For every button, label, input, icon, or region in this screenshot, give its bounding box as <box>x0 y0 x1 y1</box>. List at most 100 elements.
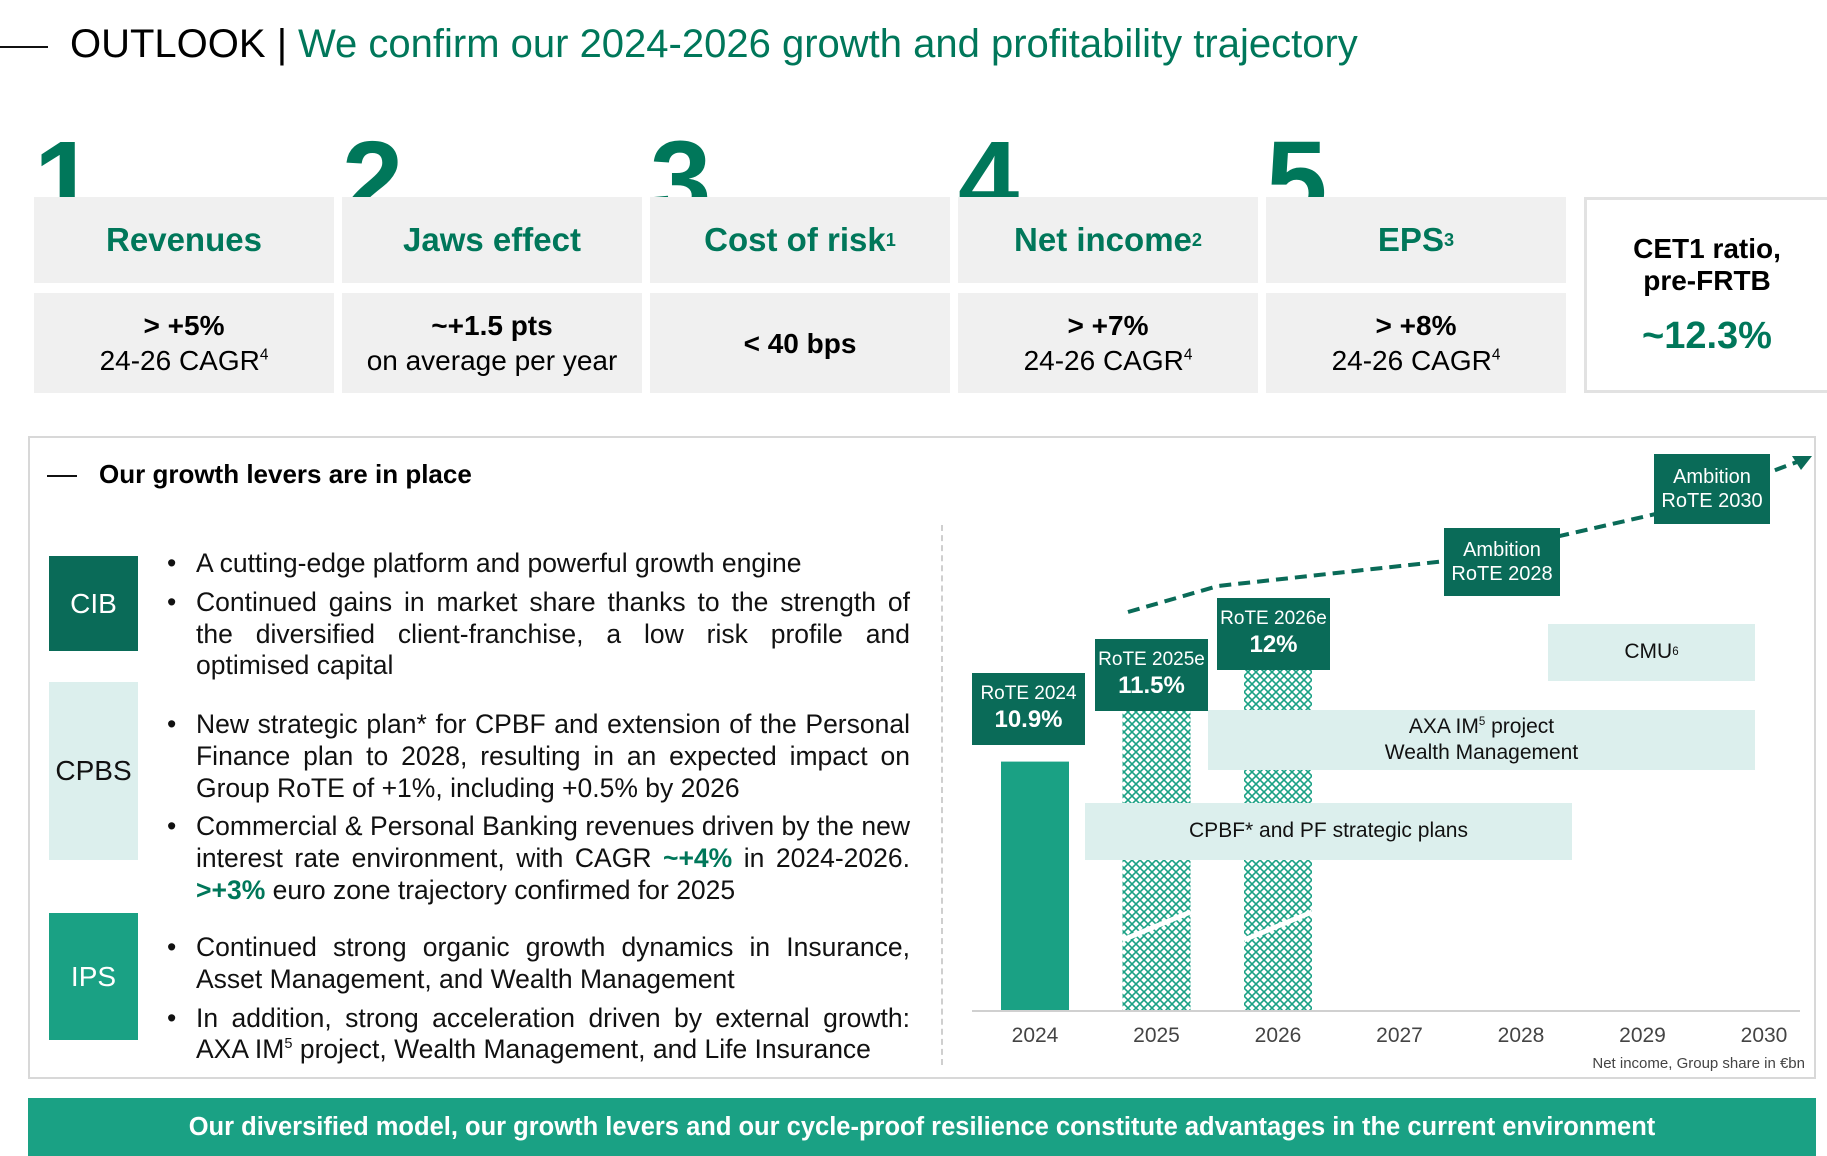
kpi-label: Revenues <box>34 197 334 283</box>
panel-title-rule <box>47 475 77 477</box>
footnote-mark: 3 <box>1443 229 1455 250</box>
ips-bullets: Continued strong organic growth dynamics… <box>165 932 910 1066</box>
kpi-value: > +5% 24-26 CAGR4 <box>34 293 334 393</box>
kpi-value-main: < 40 bps <box>743 327 857 359</box>
lever-label-line2: Wealth Management <box>1384 741 1579 764</box>
lever-label: AXA IM <box>1408 714 1479 738</box>
kpi-label-text: Jaws effect <box>403 221 581 258</box>
lever-label-wrap: AXA IM5 project Wealth Management <box>1385 714 1578 767</box>
kpi-value-main: > +7% <box>1067 310 1149 341</box>
cet1-label-2: pre-FRTB <box>1643 264 1771 296</box>
bullet-item: Continued strong organic growth dynamics… <box>165 932 910 996</box>
bullet-item: Commercial & Personal Banking revenues d… <box>165 811 910 906</box>
page-title: We confirm our 2024-2026 growth and prof… <box>298 22 1358 66</box>
kpi-value-main: > +5% <box>143 310 225 341</box>
segment-cib: CIB <box>49 556 138 651</box>
highlight-euro-zone: >+3% <box>196 874 266 905</box>
footnote-mark: 5 <box>284 1036 293 1053</box>
bullet-item: In addition, strong acceleration driven … <box>165 1003 910 1067</box>
bar-break-mark <box>1243 909 1313 943</box>
rote-label-line1: RoTE 2025e <box>1098 649 1205 671</box>
rote-label-line1: Ambition <box>1463 539 1541 561</box>
bullet-text: Commercial & Personal Banking revenues d… <box>196 811 910 874</box>
cpbs-bullets: New strategic plan* for CPBF and extensi… <box>165 709 910 907</box>
footnote-mark: 4 <box>1491 346 1501 364</box>
title-rule <box>0 46 48 48</box>
chart-note: Net income, Group share in €bn <box>1592 1055 1805 1072</box>
rote-label-2028: Ambition RoTE 2028 <box>1444 528 1560 596</box>
kpi-label: EPS 3 <box>1266 197 1566 283</box>
kpi-value-sub-text: on average per year <box>366 345 618 376</box>
kpi-value-sub: 24-26 CAGR4 <box>1024 343 1193 378</box>
growth-levers-panel <box>28 436 1816 1079</box>
trajectory-arrowhead <box>1792 456 1812 470</box>
rote-label-line2: 10.9% <box>994 706 1063 733</box>
year-tick-2027: 2027 <box>1376 1024 1423 1047</box>
segment-ips: IPS <box>49 913 138 1040</box>
panel-divider <box>941 525 943 1065</box>
kpi-value: ~+1.5 pts on average per year <box>342 293 642 393</box>
growth-lever-band: AXA IM5 project Wealth Management <box>1208 710 1755 770</box>
growth-lever-band: CPBF* and PF strategic plans <box>1085 803 1572 860</box>
segment-cpbs: CPBS <box>49 682 138 860</box>
bullet-item: Continued gains in market share thanks t… <box>165 587 910 682</box>
section-label: OUTLOOK | <box>70 22 288 66</box>
cet1-label-1: CET1 ratio, <box>1633 232 1781 264</box>
bullet-text: in 2024-2026. <box>732 843 910 874</box>
highlight-cagr: ~+4% <box>662 843 733 874</box>
footer-banner: Our diversified model, our growth levers… <box>28 1098 1816 1156</box>
kpi-value: < 40 bps <box>650 293 950 393</box>
year-tick-2026: 2026 <box>1254 1024 1302 1047</box>
cet1-box: CET1 ratio, pre-FRTB ~12.3% <box>1584 197 1827 393</box>
kpi-value-main: ~+1.5 pts <box>431 310 553 341</box>
lever-label: CPBF* and PF strategic plans <box>1189 819 1468 843</box>
kpi-value-sub-text: 24-26 CAGR <box>1331 345 1492 376</box>
footnote-mark: 4 <box>1183 346 1193 364</box>
kpi-value-sub: on average per year <box>367 343 618 378</box>
bullet-text: In addition, strong acceleration driven … <box>196 1002 910 1065</box>
panel-title: Our growth levers are in place <box>99 459 472 489</box>
footnote-mark: 1 <box>885 229 896 250</box>
rote-chart: 2024 2025 2026 2027 2028 2029 2030 CMU 6 AXA IM5 … <box>960 440 1815 1080</box>
year-tick-2024: 2024 <box>1011 1024 1059 1047</box>
rote-label-line1: RoTE 2024 <box>980 683 1077 705</box>
year-tick-2030: 2030 <box>1740 1024 1788 1047</box>
kpi-value-sub: 24-26 CAGR4 <box>100 343 269 378</box>
kpi-value-sub: 24-26 CAGR4 <box>1332 343 1501 378</box>
bar-break-mark <box>1121 909 1192 943</box>
footnote-mark: 2 <box>1191 229 1202 250</box>
year-tick-2029: 2029 <box>1619 1024 1666 1047</box>
rote-label-line1: Ambition <box>1673 466 1751 488</box>
kpi-value-main: > +8% <box>1375 310 1457 341</box>
kpi-label: Net income 2 <box>958 197 1258 283</box>
footnote-mark: 5 <box>1478 715 1486 728</box>
kpi-label: Cost of risk 1 <box>650 197 950 283</box>
year-tick-2025: 2025 <box>1133 1024 1180 1047</box>
rote-label-line2: RoTE 2028 <box>1451 563 1553 585</box>
footnote-mark: 6 <box>1672 646 1679 659</box>
rote-label-2026: RoTE 2026e 12% <box>1217 598 1330 670</box>
bullet-item: A cutting-edge platform and powerful gro… <box>165 548 910 580</box>
growth-lever-band: CMU 6 <box>1548 624 1755 681</box>
footnote-mark: 4 <box>259 346 269 364</box>
rote-bar-2024 <box>1001 761 1069 1010</box>
lever-label-line1: AXA IM5 project <box>1385 714 1578 740</box>
bullet-text: euro zone trajectory confirmed for 2025 <box>265 874 736 905</box>
rote-label-line2: 11.5% <box>1118 672 1185 699</box>
cet1-value: ~12.3% <box>1642 314 1772 357</box>
rote-label-2024: RoTE 2024 10.9% <box>972 673 1085 745</box>
lever-label: CMU <box>1624 640 1673 664</box>
kpi-label-text: EPS <box>1377 221 1444 258</box>
kpi-value: > +7% 24-26 CAGR4 <box>958 293 1258 393</box>
kpi-label-text: Revenues <box>106 221 262 258</box>
bullet-item: New strategic plan* for CPBF and extensi… <box>165 709 910 804</box>
rote-label-line2: RoTE 2030 <box>1661 490 1763 512</box>
bullet-text: project, Wealth Management, and Life Ins… <box>292 1034 871 1065</box>
kpi-label-text: Cost of risk <box>704 221 886 258</box>
rote-label-2025: RoTE 2025e 11.5% <box>1095 639 1208 711</box>
lever-label: project <box>1485 714 1555 738</box>
rote-label-line1: RoTE 2026e <box>1220 608 1327 630</box>
kpi-label: Jaws effect <box>342 197 642 283</box>
kpi-label-text: Net income <box>1014 221 1192 258</box>
rote-label-2030: Ambition RoTE 2030 <box>1654 454 1770 524</box>
